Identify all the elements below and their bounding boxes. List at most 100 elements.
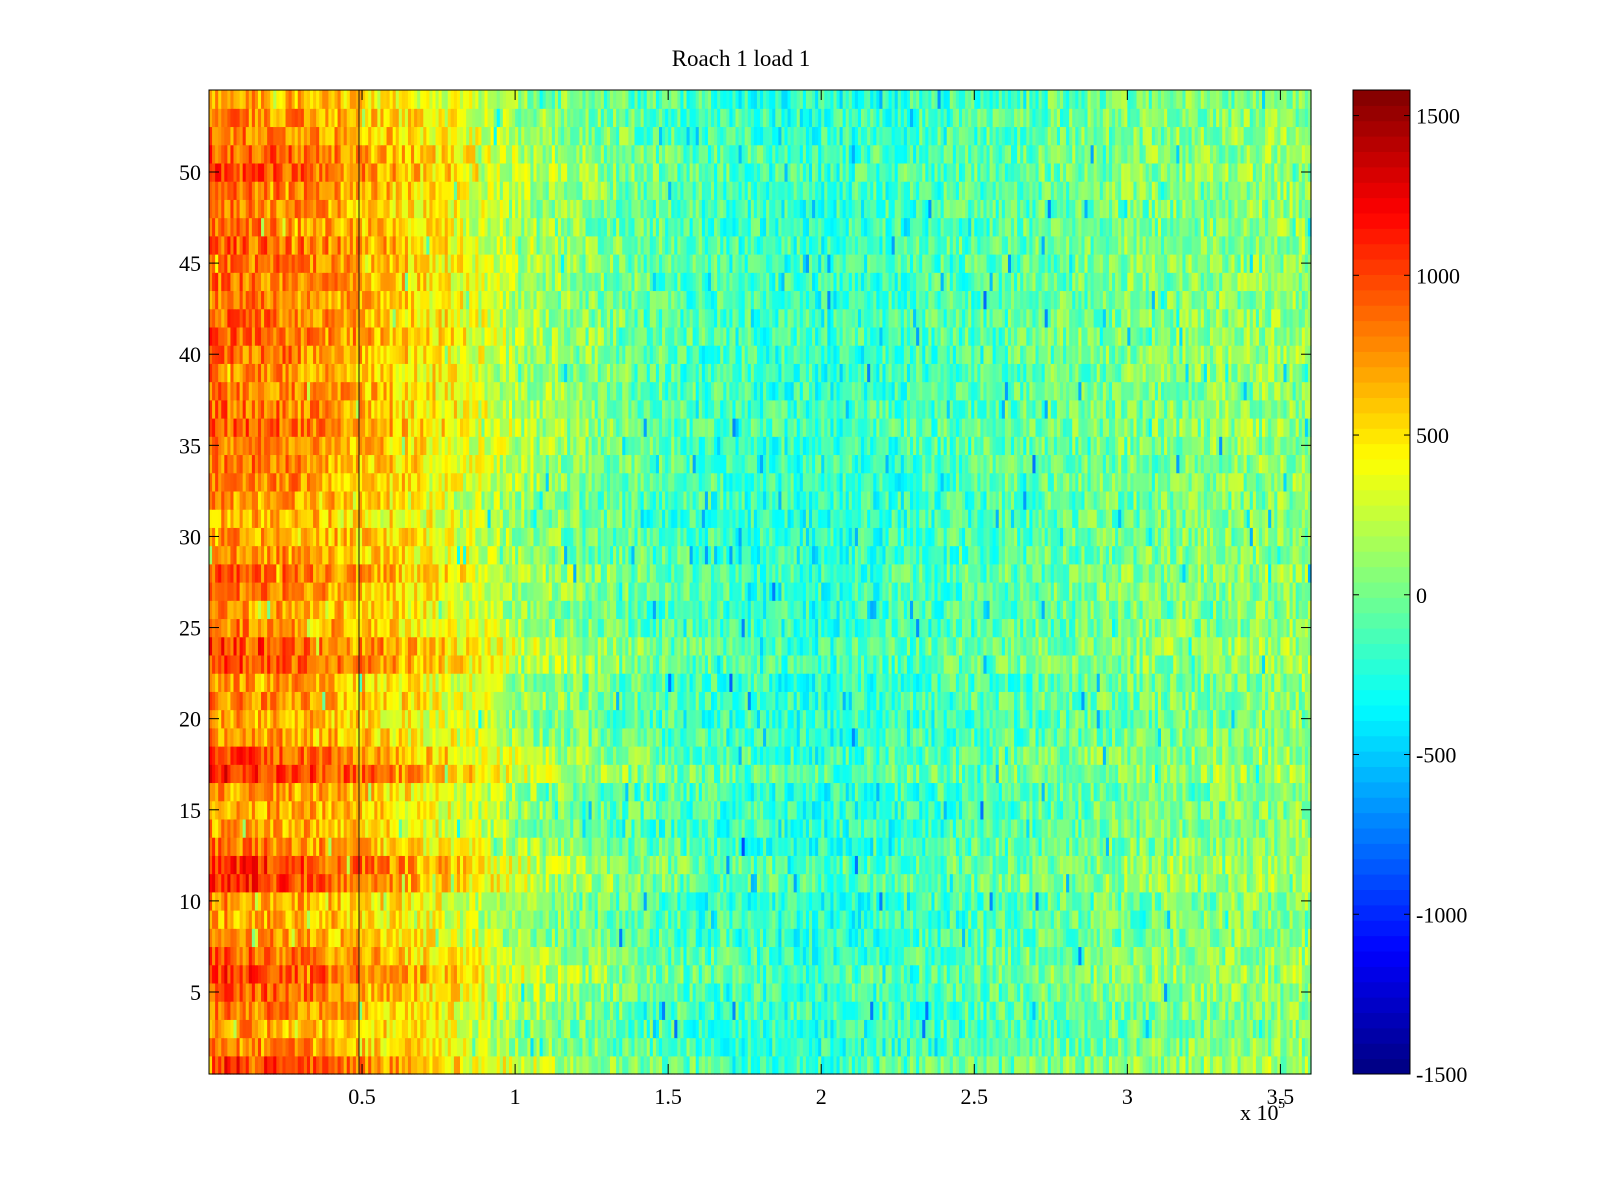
heatmap-cell [1026, 873, 1030, 893]
heatmap-cell [1014, 891, 1018, 911]
heatmap-cell [1255, 873, 1260, 893]
heatmap-cell [1249, 1037, 1254, 1057]
heatmap-cell [671, 1055, 675, 1075]
heatmap-cell [909, 928, 914, 948]
heatmap-cell [897, 910, 902, 929]
heatmap-cell [512, 946, 516, 966]
heatmap-cell [1139, 1037, 1144, 1057]
heatmap-cell [769, 946, 773, 966]
heatmap-cell [900, 964, 905, 984]
heatmap-cell [527, 873, 532, 893]
heatmap-cell [677, 891, 682, 911]
heatmap-cell [1056, 1019, 1061, 1039]
heatmap-cell [1191, 946, 1196, 966]
heatmap-cell [496, 1055, 501, 1075]
heatmap-cell [1173, 891, 1177, 911]
heatmap-cell [799, 891, 804, 911]
heatmap-cell [276, 964, 280, 984]
heatmap-cell [245, 891, 250, 911]
heatmap-cell [533, 1037, 538, 1057]
heatmap-cell [239, 910, 244, 929]
heatmap-cell [986, 982, 991, 1002]
heatmap-cell [1249, 964, 1254, 984]
heatmap-cell [763, 910, 767, 929]
heatmap-cell [1145, 1037, 1150, 1057]
heatmap-cell [616, 982, 620, 1002]
heatmap-cell [900, 1037, 905, 1057]
heatmap-cell [230, 1037, 235, 1057]
heatmap-cell [245, 928, 250, 948]
heatmap-cell [845, 928, 850, 948]
heatmap-cell [940, 946, 945, 966]
heatmap-cell [1219, 891, 1223, 911]
heatmap-cell [637, 1055, 642, 1075]
heatmap-cell [1063, 1001, 1067, 1020]
heatmap-cell [1096, 1001, 1101, 1020]
heatmap-cell [980, 982, 985, 1002]
heatmap-cell [352, 1037, 357, 1057]
heatmap-cell [922, 1001, 926, 1020]
heatmap-cell [1072, 982, 1076, 1002]
heatmap-cell [744, 873, 749, 893]
heatmap-cell [1105, 1037, 1110, 1057]
heatmap-cell [1004, 1001, 1009, 1020]
heatmap-cell [319, 964, 323, 984]
heatmap-cell [310, 964, 314, 984]
heatmap-cell [334, 964, 339, 984]
heatmap-cell [1265, 873, 1269, 893]
heatmap-cell [628, 982, 633, 1002]
heatmap-cell [885, 928, 890, 948]
heatmap-cell [389, 1055, 394, 1075]
heatmap-cell [328, 964, 333, 984]
heatmap-cell [242, 910, 247, 929]
heatmap-cell [1142, 1037, 1147, 1057]
heatmap-cell [1237, 982, 1242, 1002]
heatmap-cell [1148, 1001, 1153, 1020]
heatmap-cell [686, 982, 691, 1002]
heatmap-cell [909, 1037, 914, 1057]
heatmap-cell [545, 1001, 550, 1020]
heatmap-cell [355, 928, 360, 948]
heatmap-cell [395, 1037, 400, 1057]
heatmap-cell [1001, 928, 1006, 948]
heatmap-cell [861, 928, 865, 948]
heatmap-cell [1001, 946, 1006, 966]
heatmap-cell [383, 855, 388, 875]
heatmap-cell [949, 1019, 954, 1039]
heatmap-cell [310, 873, 314, 893]
heatmap-cell [524, 928, 528, 948]
heatmap-cell [634, 873, 639, 893]
heatmap-cell [1231, 982, 1236, 1002]
heatmap-cell [499, 855, 504, 875]
heatmap-cell [665, 891, 669, 911]
heatmap-cell [695, 1055, 700, 1075]
heatmap-cell [796, 873, 801, 893]
heatmap-cell [297, 982, 302, 1002]
heatmap-cell [753, 964, 758, 984]
heatmap-cell [508, 910, 513, 929]
heatmap-cell [539, 964, 544, 984]
heatmap-cell [435, 1055, 440, 1075]
heatmap-cell [665, 1055, 669, 1075]
heatmap-cell [1252, 982, 1257, 1002]
heatmap-cell [554, 1019, 559, 1039]
heatmap-cell [1118, 982, 1122, 1002]
heatmap-cell [649, 1001, 654, 1020]
heatmap-cell [885, 1037, 890, 1057]
heatmap-cell [891, 928, 896, 948]
heatmap-cell [1246, 928, 1251, 948]
heatmap-cell [1262, 873, 1266, 893]
heatmap-cell [328, 873, 333, 893]
heatmap-cell [582, 964, 587, 984]
heatmap-cell [851, 946, 856, 966]
heatmap-cell [1209, 1037, 1214, 1057]
heatmap-cell [557, 964, 562, 984]
heatmap-cell [453, 1001, 458, 1020]
heatmap-cell [573, 1037, 577, 1057]
heatmap-cell [903, 891, 908, 911]
heatmap-cell [1252, 891, 1257, 911]
heatmap-cell [316, 1001, 320, 1020]
heatmap-cell [778, 964, 783, 984]
heatmap-cell [861, 1055, 865, 1075]
heatmap-cell [631, 964, 636, 984]
